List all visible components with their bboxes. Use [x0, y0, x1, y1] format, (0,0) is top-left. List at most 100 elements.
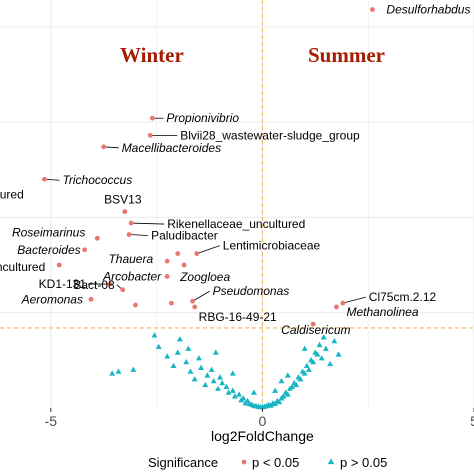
nonsig-point	[198, 364, 204, 370]
nonsig-point	[185, 345, 192, 351]
reference-lines	[0, 0, 474, 408]
label-connector	[196, 245, 220, 254]
sig-point	[133, 302, 138, 308]
point-label: Propionivibrio	[166, 111, 239, 125]
sig-point	[88, 296, 94, 302]
nonsig-point	[316, 341, 323, 348]
point-label: Aeromonas	[21, 292, 83, 306]
sig-point	[120, 287, 126, 293]
nonsig-point	[240, 395, 247, 401]
nonsig-point	[305, 366, 312, 372]
x-tick-label: -5	[45, 413, 58, 429]
label-connector	[192, 290, 210, 302]
legend-title: Significance	[148, 455, 218, 470]
nonsig-point	[202, 381, 209, 388]
x-tick-label: 0	[258, 413, 266, 429]
nonsig-point	[151, 332, 158, 338]
nonsig-point	[231, 393, 238, 399]
sig-point	[164, 258, 170, 264]
sig-point	[164, 274, 170, 279]
sig-point	[101, 144, 107, 150]
nonsig-point	[174, 349, 181, 355]
nonsig-point	[272, 387, 279, 393]
nonsig-point	[109, 370, 116, 376]
point-label: Trichococcus	[62, 173, 132, 187]
nonsig-point	[280, 393, 287, 399]
nonsig-point	[303, 362, 310, 369]
sig-point	[340, 300, 346, 306]
nonsig-point	[210, 378, 217, 384]
point-label: Paludibacter	[151, 229, 218, 243]
nonsig-point	[278, 378, 285, 384]
sig-point	[190, 298, 195, 304]
nonsig-point	[320, 334, 327, 340]
sig-point	[310, 321, 316, 327]
nonsig-point	[229, 370, 236, 376]
sig-point	[181, 262, 187, 268]
point-label: Pseudomonas	[213, 284, 290, 298]
plot-panel	[0, 0, 474, 408]
point-label: Methanolinea	[346, 305, 418, 319]
point-label: Thauera	[108, 252, 153, 266]
point-label: Anaerolineaceae_uncultured	[0, 260, 45, 274]
nonsig-point	[204, 372, 211, 378]
sig-point	[169, 300, 174, 306]
nonsig-point	[195, 355, 202, 361]
sig-point	[149, 115, 155, 121]
nonsig-point	[301, 345, 308, 351]
sig-point	[42, 176, 47, 182]
label-connector	[103, 146, 119, 149]
nonsig-point	[310, 358, 317, 365]
point-labels: Desulforhabdus Propionivibrio Blvii28_wast…	[0, 3, 470, 338]
nonsig-point	[335, 351, 342, 357]
point-label: Chlorobiaceae_uncultured	[0, 187, 24, 201]
nonsig-point	[217, 374, 224, 380]
point-label: RBG-16-49-21	[199, 310, 277, 324]
nonsig-point	[219, 379, 226, 386]
point-label: Rikenellaceae_uncultured	[167, 217, 305, 231]
x-axis-ticks: -5 0 5	[45, 408, 474, 429]
nonsig-point	[284, 372, 291, 378]
point-label: Roseimarinus	[12, 225, 85, 239]
nonsig-point	[115, 368, 122, 374]
point-label: KD1-131	[39, 277, 87, 291]
nonsig-point	[327, 360, 334, 367]
sig-point	[122, 209, 128, 215]
point-label: Zoogloea	[179, 270, 230, 284]
nonsig-point	[236, 391, 243, 397]
nonsig-point	[244, 397, 251, 404]
point-label: Lentimicrobiaceae	[223, 239, 321, 253]
point-label: Blvii28_wastewater-sludge_group	[180, 128, 360, 142]
point-label: Desulforhabdus	[386, 3, 470, 17]
nonsig-point	[191, 376, 198, 382]
nonsig-point	[164, 353, 171, 359]
sig-point	[192, 304, 198, 310]
x-axis-label: log2FoldChange	[211, 428, 314, 444]
sig-point	[56, 262, 62, 268]
nonsig-point	[250, 389, 257, 395]
nonsig-point	[289, 383, 295, 390]
point-label: Arcobacter	[102, 269, 162, 283]
point-label: Caldisericum	[281, 323, 350, 337]
nonsig-point	[183, 358, 190, 365]
nonsig-point	[187, 368, 194, 374]
nonsig-point	[130, 366, 137, 372]
nonsig-point	[301, 370, 308, 376]
point-label: Cl75cm.2.12	[369, 290, 437, 304]
nonsig-point	[155, 343, 162, 349]
point-label: Macellibacteroides	[122, 141, 221, 155]
nonsig-point	[284, 391, 291, 397]
nonsig-point	[331, 337, 338, 344]
nonsig-point	[272, 400, 279, 407]
sig-point	[126, 232, 132, 237]
nonsig-point	[176, 336, 183, 342]
sig-points	[42, 7, 375, 327]
legend-circle-icon	[241, 459, 247, 465]
sig-point	[334, 304, 339, 310]
sig-point	[370, 7, 375, 12]
sig-point	[194, 251, 200, 256]
nonsig-points	[109, 332, 342, 410]
label-connector	[129, 234, 149, 236]
nonsig-point	[225, 389, 232, 395]
